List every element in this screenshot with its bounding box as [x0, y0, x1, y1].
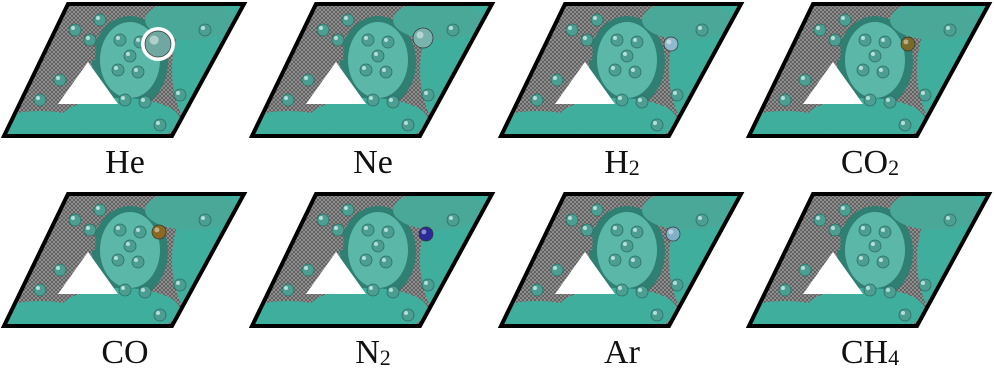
- gas-label: CH4: [745, 336, 994, 370]
- gas-label-subscript: 2: [888, 155, 900, 180]
- mof-structure-image: [0, 2, 248, 138]
- gas-label: H2: [497, 146, 747, 180]
- gas-label: Ne: [248, 146, 498, 180]
- gas-label-base: H: [604, 144, 629, 181]
- mof-structure-image: [745, 192, 993, 328]
- panel-ch4: CH4: [745, 190, 994, 379]
- panel-co: CO: [0, 190, 250, 379]
- mof-structure-image: [0, 192, 248, 328]
- adsorbate-molecule: [663, 36, 679, 52]
- adsorbate-molecule: [900, 36, 916, 52]
- gas-label-base: CO: [101, 334, 149, 371]
- gas-label: CO: [0, 336, 250, 370]
- mof-structure-image: [497, 192, 745, 328]
- mof-structure-image: [248, 192, 496, 328]
- panel-ar: Ar: [497, 190, 747, 379]
- gas-label-subscript: 2: [379, 345, 391, 370]
- gas-label-subscript: 2: [628, 155, 640, 180]
- gas-label: He: [0, 146, 250, 180]
- mof-structure-image: [248, 2, 496, 138]
- gas-label: Ar: [497, 336, 747, 370]
- adsorbate-molecule: [665, 226, 681, 242]
- gas-label-base: N: [355, 334, 380, 371]
- panel-ne: Ne: [248, 0, 498, 189]
- panel-n2: N2: [248, 190, 498, 379]
- panel-co2: CO2: [745, 0, 994, 189]
- mof-structure-image: [745, 2, 993, 138]
- gas-label-base: He: [105, 144, 145, 181]
- gas-label: CO2: [745, 146, 994, 180]
- adsorbate-molecule: [418, 226, 434, 242]
- panel-he: He: [0, 0, 250, 189]
- panel-h2: H2: [497, 0, 747, 189]
- mof-structure-image: [497, 2, 745, 138]
- adsorbate-molecule: [412, 27, 434, 49]
- gas-label-subscript: 4: [888, 345, 900, 370]
- gas-label-base: Ar: [604, 334, 640, 371]
- gas-label-base: CH: [840, 334, 889, 371]
- adsorbate-molecule: [144, 30, 172, 58]
- gas-label: N2: [248, 336, 498, 370]
- adsorbate-molecule: [151, 224, 167, 240]
- gas-label-base: Ne: [353, 144, 393, 181]
- gas-label-base: CO: [840, 144, 889, 181]
